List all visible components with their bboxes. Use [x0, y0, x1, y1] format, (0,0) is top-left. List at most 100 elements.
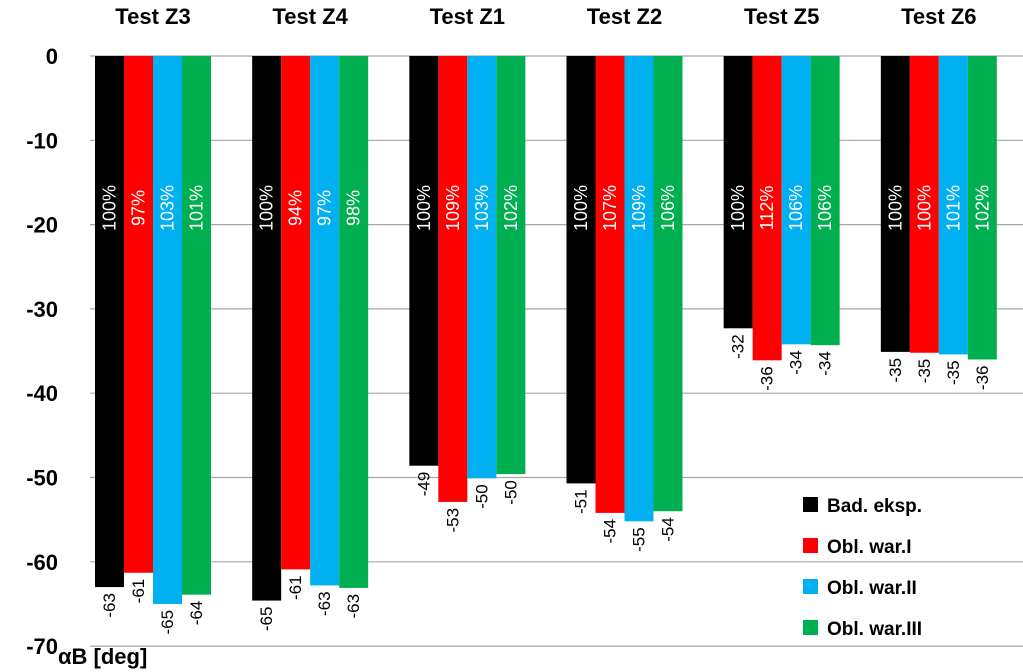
legend-label: Obl. war.III [827, 619, 922, 640]
value-label: -63 [344, 594, 363, 619]
percent-label: 101% [943, 185, 963, 231]
percent-label: 103% [472, 185, 492, 231]
bar [95, 56, 124, 588]
value-label: -35 [886, 358, 905, 383]
percent-label: 103% [158, 185, 178, 231]
bar [595, 56, 625, 513]
value-label: -32 [729, 334, 748, 359]
gridlines [90, 55, 1023, 647]
y-axis-ticks: 0 -10 -20 -30 -40 -50 -60 -70 [26, 44, 58, 659]
legend-swatch [803, 538, 818, 553]
value-label: -36 [973, 365, 992, 390]
y-tick-label: -60 [26, 550, 58, 575]
y-tick-label: -20 [26, 213, 58, 238]
y-tick-label: -70 [26, 634, 58, 659]
percent-label: 107% [600, 185, 620, 231]
legend-label: Bad. eksp. [827, 496, 922, 517]
legend-label: Obl. war.I [827, 537, 911, 558]
bar [967, 56, 997, 360]
legend-swatch [803, 620, 818, 635]
percent-label: 102% [972, 185, 992, 231]
legend-label: Obl. war.II [827, 578, 917, 599]
bar [409, 56, 439, 466]
value-label: -49 [414, 472, 433, 497]
percent-label: 98% [344, 190, 364, 226]
bar [653, 56, 683, 512]
value-label: -53 [443, 508, 462, 533]
bar [182, 56, 211, 595]
value-label: -35 [915, 359, 934, 384]
percent-label: 106% [786, 185, 806, 231]
bar [752, 56, 782, 361]
y-axis-label: αB [deg] [58, 644, 147, 669]
bar [496, 56, 526, 475]
percent-label: 100% [414, 185, 434, 231]
percent-label: 100% [100, 185, 120, 231]
bar [723, 56, 753, 329]
value-label: -61 [286, 575, 305, 600]
percent-label: 106% [815, 185, 835, 231]
bar [810, 56, 840, 346]
percent-label: 109% [443, 185, 463, 231]
y-tick-label: -30 [26, 297, 58, 322]
bar [467, 56, 497, 479]
value-label: -64 [187, 601, 206, 626]
percent-label: 102% [501, 185, 521, 231]
value-label: -54 [601, 519, 620, 544]
percent-label: 100% [571, 185, 591, 231]
y-tick-label: -50 [26, 466, 58, 491]
value-label: -55 [630, 527, 649, 552]
bar [909, 56, 939, 353]
value-label: -34 [816, 351, 835, 376]
bar [781, 56, 811, 345]
data-labels: 100% -63 100% -65 100% -49 100% -51 100% -32 100% -… [100, 185, 993, 635]
category-label: Test Z6 [901, 4, 976, 29]
y-tick-label: 0 [46, 44, 58, 69]
percent-label: 106% [658, 185, 678, 231]
value-label: -63 [315, 591, 334, 616]
bar [153, 56, 182, 604]
bar [310, 56, 340, 586]
y-tick-label: -40 [26, 381, 58, 406]
value-label: -61 [129, 579, 148, 604]
value-label: -34 [787, 350, 806, 375]
percent-label: 101% [187, 185, 207, 231]
percent-label: 109% [629, 185, 649, 231]
percent-label: 97% [315, 190, 335, 226]
bar [438, 56, 468, 502]
bar [880, 56, 910, 352]
percent-label: 94% [286, 190, 306, 226]
bar [339, 56, 369, 588]
category-label: Test Z5 [744, 4, 819, 29]
bar [938, 56, 968, 355]
value-label: -51 [572, 489, 591, 514]
value-label: -35 [944, 360, 963, 385]
value-label: -50 [472, 484, 491, 509]
category-label: Test Z1 [430, 4, 505, 29]
percent-label: 100% [885, 185, 905, 231]
category-label: Test Z2 [587, 4, 662, 29]
y-tick-label: -10 [26, 128, 58, 153]
category-label: Test Z3 [115, 4, 190, 29]
value-label: -65 [158, 610, 177, 635]
legend: Bad. eksp. Obl. war.I Obl. war.II Obl. war.… [803, 496, 922, 640]
bar [252, 56, 282, 601]
legend-swatch [803, 579, 818, 594]
percent-label: 100% [728, 185, 748, 231]
percent-label: 100% [914, 185, 934, 231]
bars [95, 56, 997, 604]
category-label: Test Z4 [272, 4, 348, 29]
value-label: -63 [100, 593, 119, 618]
category-labels: Test Z3 Test Z4 Test Z1 Test Z2 Test Z5 Test … [115, 4, 976, 29]
percent-label: 100% [257, 185, 277, 231]
legend-swatch [803, 497, 818, 512]
bar [624, 56, 654, 522]
value-label: -54 [659, 517, 678, 542]
value-label: -50 [501, 480, 520, 505]
percent-label: 97% [129, 190, 149, 226]
bar [124, 56, 153, 573]
bar [281, 56, 311, 570]
bar [566, 56, 596, 484]
percent-label: 112% [757, 186, 777, 231]
